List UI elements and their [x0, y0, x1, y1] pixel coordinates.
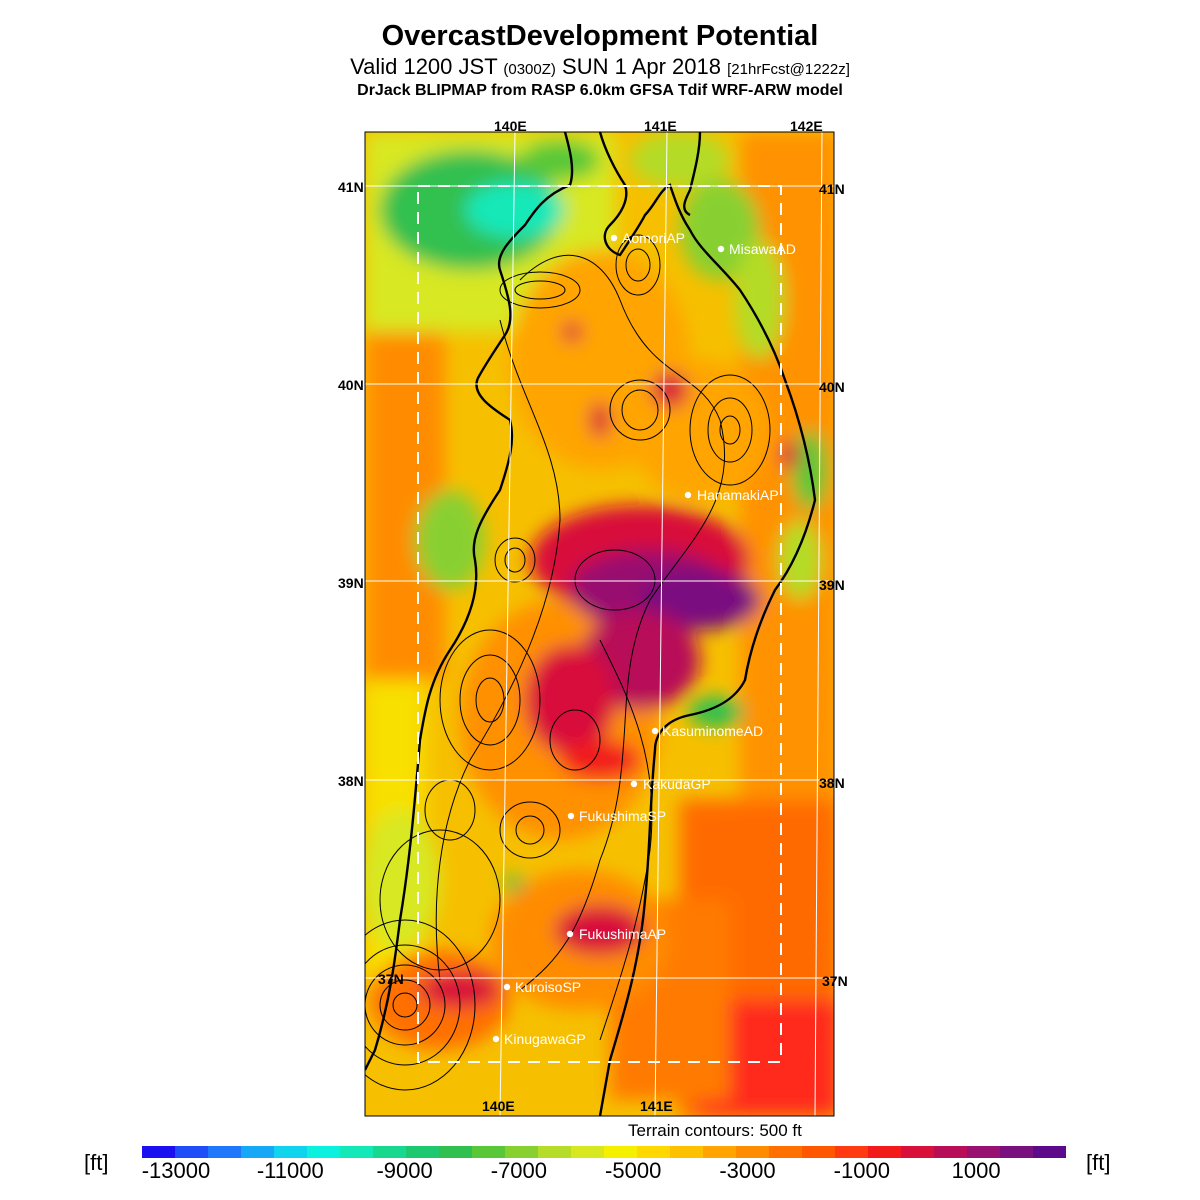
forecast-info: [21hrFcst@1222z]	[727, 61, 850, 78]
inner-domain-box	[417, 185, 782, 1063]
station-label-misawa: MisawaAD	[729, 241, 796, 257]
colorbar-swatch	[1000, 1146, 1034, 1158]
colorbar	[142, 1146, 1066, 1158]
station-labels: AomoriAP MisawaAD HanamakiAP KasuminomeA…	[504, 230, 796, 1047]
lon-label-140e-top: 140E	[494, 118, 527, 134]
lat-label-41n-right: 41N	[819, 181, 845, 197]
colorbar-swatch	[901, 1146, 935, 1158]
station-dot	[630, 780, 638, 788]
lon-label-140e-bottom: 140E	[482, 1098, 515, 1114]
colorbar-swatch	[406, 1146, 440, 1158]
colorbar-swatch	[967, 1146, 1001, 1158]
colorbar-tick-label: -3000	[719, 1158, 776, 1183]
map-subtitle: Valid 1200 JST (0300Z) SUN 1 Apr 2018 [2…	[0, 54, 1200, 80]
station-dot	[567, 812, 575, 820]
station-label-kasuminome: KasuminomeAD	[662, 723, 763, 739]
lat-label-40n-left: 40N	[338, 377, 364, 393]
terrain-contours	[365, 234, 771, 1091]
colorbar-tick-label: -13000	[141, 1158, 211, 1183]
colorbar-swatch	[472, 1146, 506, 1158]
colorbar-swatch	[142, 1146, 176, 1158]
colorbar-swatch	[538, 1146, 572, 1158]
colorbar-swatch	[307, 1146, 341, 1158]
colorbar-swatch	[208, 1146, 242, 1158]
colorbar-swatch	[802, 1146, 836, 1158]
lon-label-141e-bottom: 141E	[640, 1098, 673, 1114]
lon-label-141e-top: 141E	[644, 118, 677, 134]
colorbar-tick-label: -5000	[605, 1158, 662, 1183]
colorbar-unit-right: [ft]	[1086, 1150, 1111, 1175]
station-dot	[651, 727, 659, 735]
colorbar-swatch	[505, 1146, 539, 1158]
colorbar-swatch	[703, 1146, 737, 1158]
colorbar-swatch	[274, 1146, 308, 1158]
station-label-aomori: AomoriAP	[622, 230, 685, 246]
station-label-kuroiso: KuroisoSP	[515, 979, 581, 995]
colorbar-swatch	[934, 1146, 968, 1158]
model-description: DrJack BLIPMAP from RASP 6.0km GFSA Tdif…	[357, 82, 843, 99]
map-frame	[364, 131, 835, 1117]
colorbar-tick-label: 1000	[951, 1158, 1001, 1183]
station-markers	[492, 234, 725, 1043]
colorbar-swatch	[340, 1146, 374, 1158]
map-title: OvercastDevelopment Potential	[381, 20, 819, 52]
valid-date: SUN 1 Apr 2018	[562, 54, 721, 79]
station-label-kakuda: KakudaGP	[643, 776, 711, 792]
colorbar-swatch	[835, 1146, 869, 1158]
lat-label-39n-left: 39N	[338, 575, 364, 591]
station-label-kinugawa: KinugawaGP	[504, 1031, 586, 1047]
colorbar-tick-label: -11000	[256, 1158, 324, 1183]
lat-label-37n-right: 37N	[822, 973, 848, 989]
colorbar-swatch	[439, 1146, 473, 1158]
colorbar-unit-left: [ft]	[84, 1150, 109, 1175]
station-label-fukushima-ap: FukushimaAP	[579, 926, 666, 942]
colorbar-swatch	[1033, 1146, 1066, 1158]
colorbar-swatch	[736, 1146, 770, 1158]
colorbar-swatch	[868, 1146, 902, 1158]
station-dot	[566, 930, 574, 938]
colorbar-swatch	[571, 1146, 605, 1158]
potential-field	[365, 132, 834, 1116]
station-dot	[684, 491, 692, 499]
terrain-contour-note: Terrain contours: 500 ft	[628, 1121, 802, 1140]
valid-time: Valid 1200 JST	[350, 54, 498, 79]
colorbar-tick-label: -7000	[490, 1158, 548, 1183]
station-label-hanamaki: HanamakiAP	[697, 487, 779, 503]
station-dot	[717, 245, 725, 253]
colorbar-swatch	[604, 1146, 638, 1158]
colorbar-swatch	[637, 1146, 671, 1158]
lon-label-142e-top: 142E	[790, 118, 823, 134]
lat-label-37n-left: 37N	[378, 971, 404, 987]
graticule	[365, 131, 834, 1117]
lat-label-39n-right: 39N	[819, 577, 845, 593]
lat-label-41n-left: 41N	[338, 179, 364, 195]
station-label-fukushima-sp: FukushimaSP	[579, 808, 666, 824]
colorbar-swatch	[175, 1146, 209, 1158]
station-dot	[610, 234, 618, 242]
valid-zulu: (0300Z)	[503, 61, 556, 78]
colorbar-tick-label: -9000	[376, 1158, 433, 1183]
colorbar-swatch	[769, 1146, 803, 1158]
colorbar-tick-label: -1000	[833, 1158, 890, 1183]
colorbar-swatch	[373, 1146, 407, 1158]
colorbar-swatch	[670, 1146, 704, 1158]
station-dot	[503, 983, 511, 991]
lat-label-38n-left: 38N	[338, 773, 364, 789]
station-dot	[492, 1035, 500, 1043]
lat-label-38n-right: 38N	[819, 775, 845, 791]
colorbar-swatch	[241, 1146, 275, 1158]
lat-label-40n-right: 40N	[819, 379, 845, 395]
